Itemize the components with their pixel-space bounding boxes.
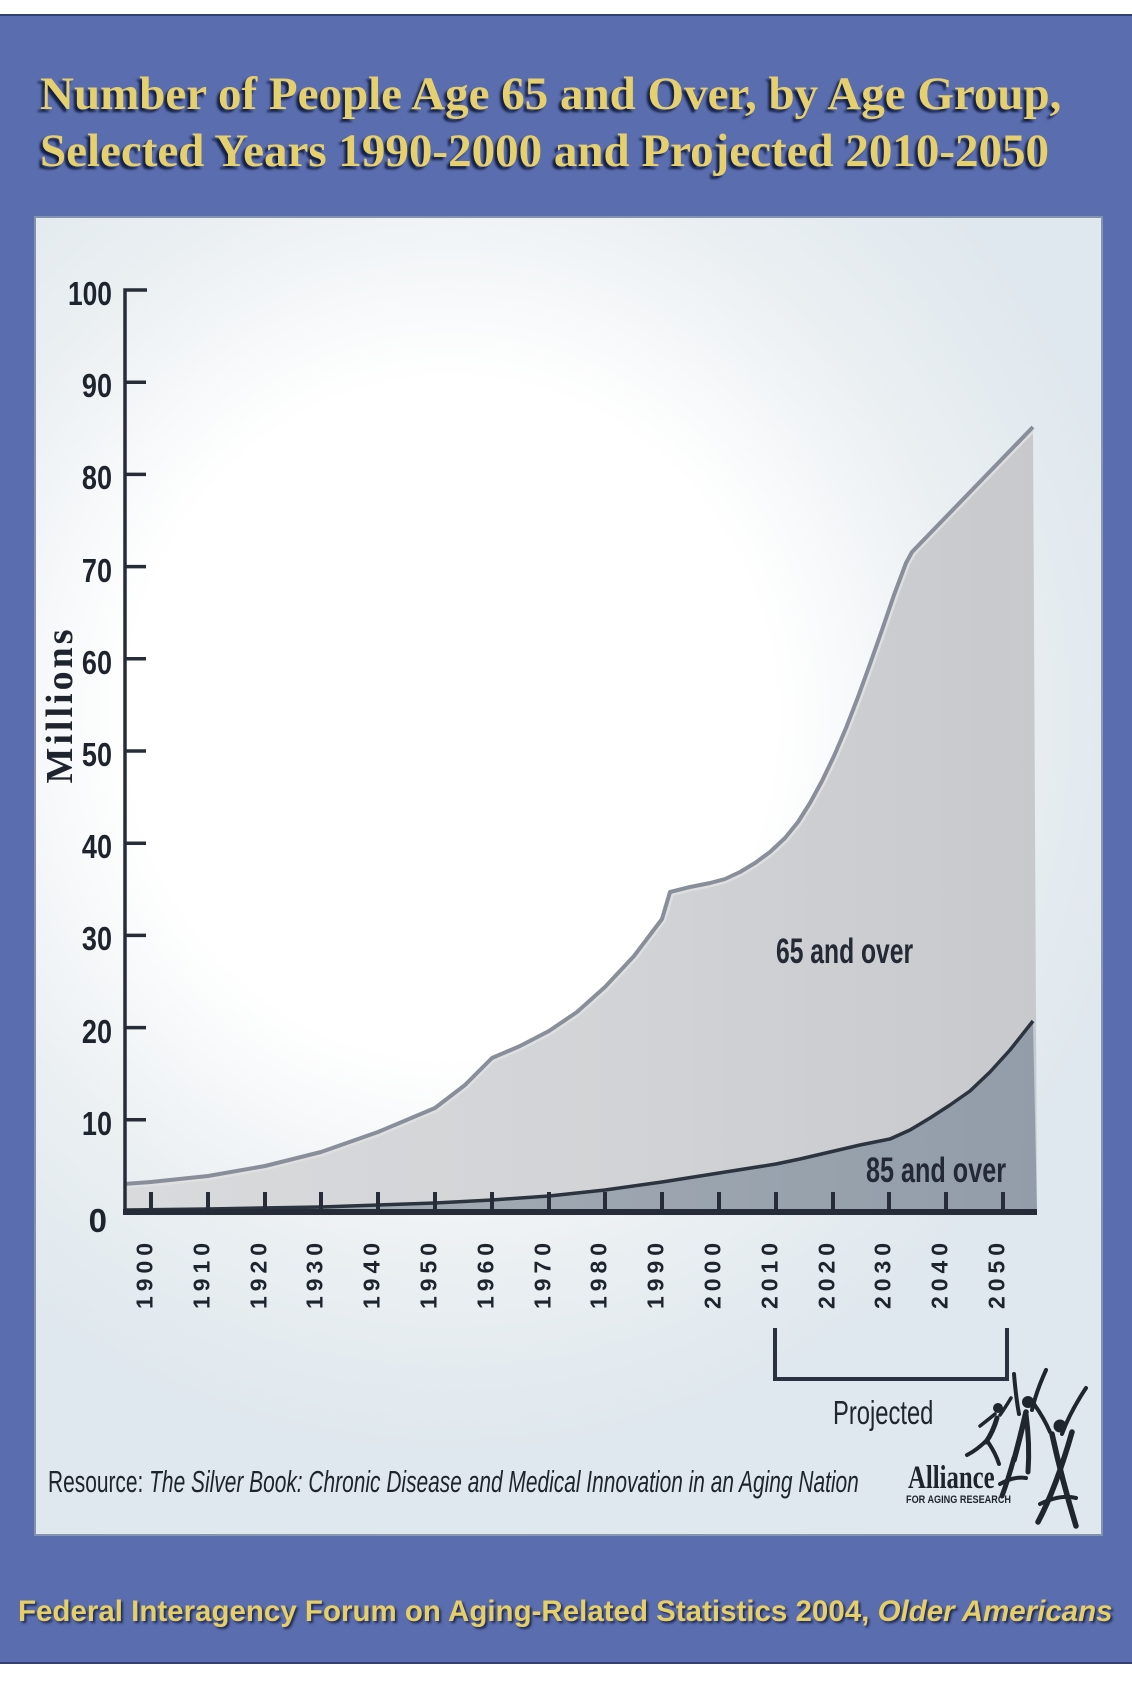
svg-text:10: 10 <box>82 1107 112 1143</box>
svg-text:50: 50 <box>82 738 112 774</box>
svg-text:1930: 1930 <box>302 1243 328 1309</box>
svg-text:1910: 1910 <box>189 1243 215 1309</box>
svg-text:100: 100 <box>68 276 112 312</box>
svg-text:Alliance: Alliance <box>908 1460 995 1496</box>
svg-text:Resource: The Silver Book: Chr: Resource: The Silver Book: Chronic Disea… <box>48 1464 859 1499</box>
svg-text:30: 30 <box>82 922 112 958</box>
svg-text:Millions: Millions <box>39 626 81 783</box>
svg-text:1940: 1940 <box>359 1243 385 1309</box>
svg-text:1920: 1920 <box>246 1243 272 1309</box>
svg-text:20: 20 <box>82 1015 112 1051</box>
svg-text:0: 0 <box>89 1202 107 1239</box>
svg-text:90: 90 <box>82 369 112 405</box>
svg-text:1970: 1970 <box>530 1243 556 1309</box>
svg-text:1900: 1900 <box>132 1243 158 1309</box>
svg-text:1950: 1950 <box>416 1243 442 1309</box>
svg-text:60: 60 <box>82 646 112 682</box>
svg-text:2040: 2040 <box>927 1243 953 1309</box>
svg-text:80: 80 <box>82 461 112 497</box>
svg-text:2050: 2050 <box>984 1243 1010 1309</box>
svg-text:2020: 2020 <box>814 1243 840 1309</box>
svg-text:70: 70 <box>82 554 112 590</box>
svg-text:85 and over: 85 and over <box>866 1151 1006 1190</box>
svg-text:2000: 2000 <box>700 1243 726 1309</box>
svg-text:1960: 1960 <box>473 1243 499 1309</box>
svg-text:2030: 2030 <box>870 1243 896 1309</box>
svg-text:FOR AGING RESEARCH: FOR AGING RESEARCH <box>906 1494 1011 1506</box>
svg-text:40: 40 <box>82 830 112 866</box>
svg-text:Projected: Projected <box>833 1395 933 1432</box>
svg-text:1980: 1980 <box>586 1243 612 1309</box>
svg-text:65 and over: 65 and over <box>776 933 913 971</box>
svg-text:1990: 1990 <box>643 1243 669 1309</box>
svg-text:2010: 2010 <box>757 1243 783 1309</box>
